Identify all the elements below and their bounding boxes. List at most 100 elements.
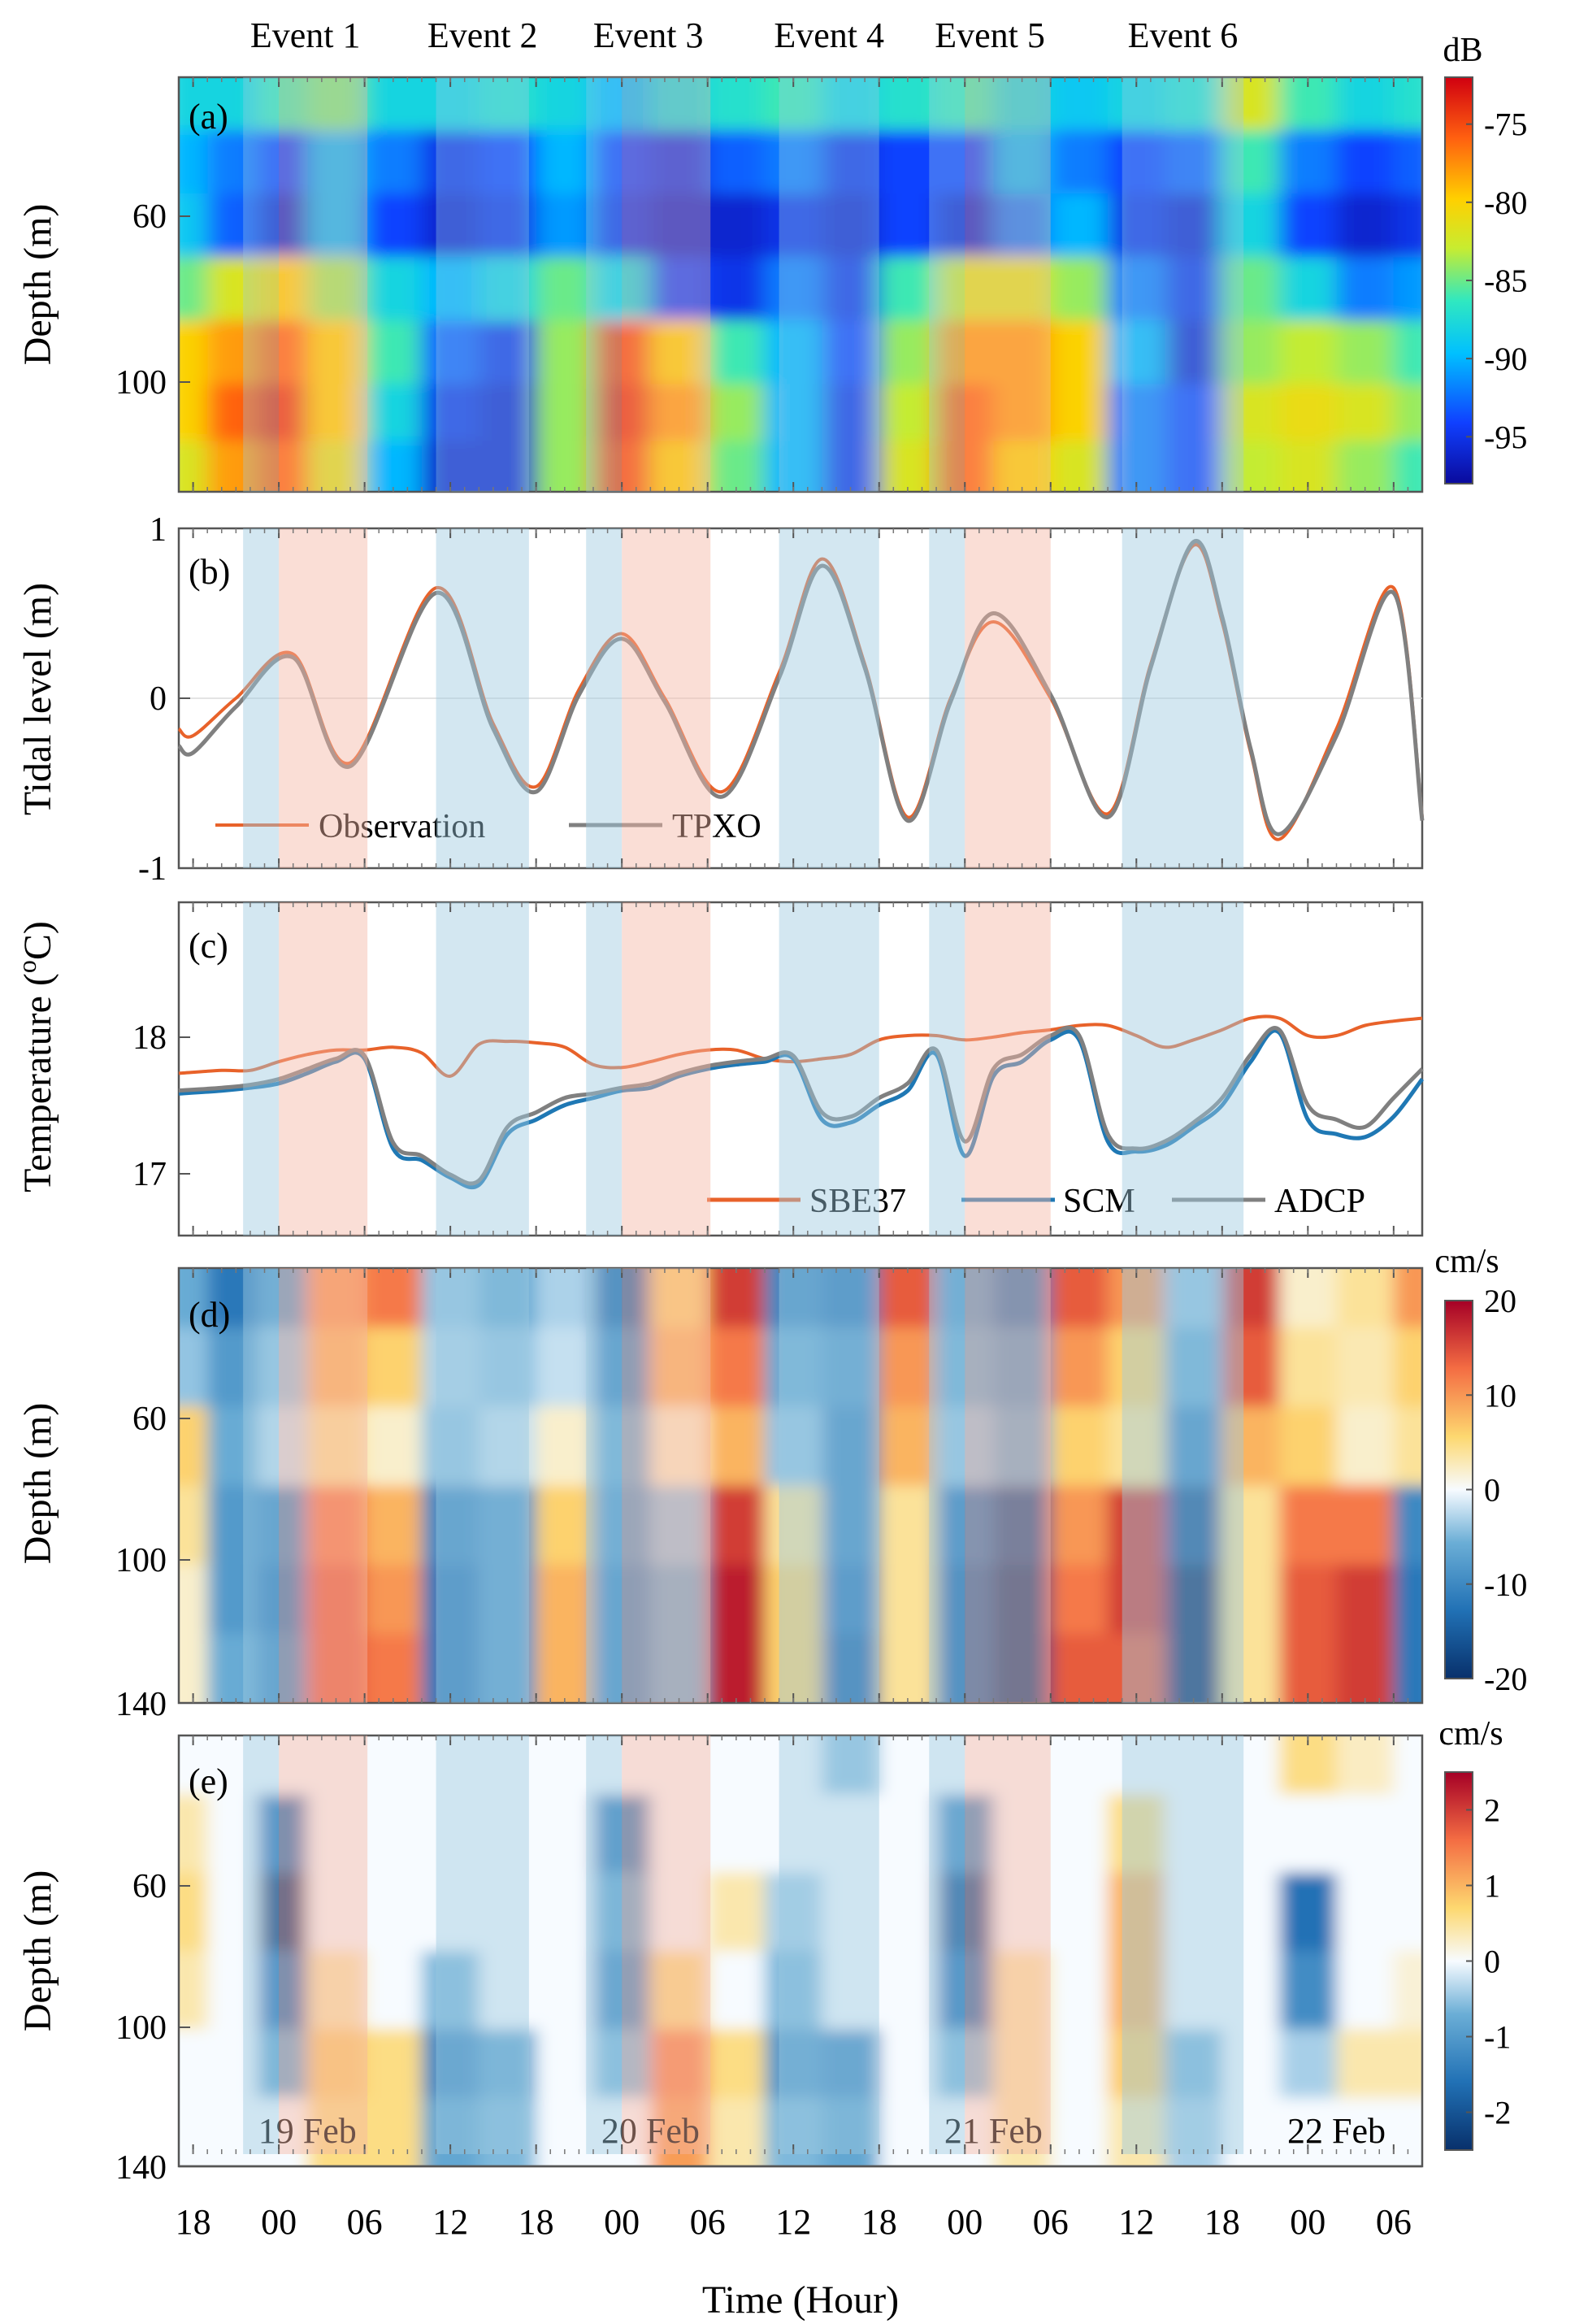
- panel-a-cell: [179, 193, 209, 258]
- panel-e-cell: [1279, 2097, 1338, 2166]
- panel-a-cell: [257, 384, 309, 442]
- panel-a-cell: [993, 441, 1052, 492]
- event-6-label: Event 6: [1128, 15, 1239, 55]
- panel-a-cell: [593, 193, 652, 258]
- panel-a-cell: [1279, 193, 1338, 258]
- legend-observation-label: Observation: [319, 808, 485, 845]
- panel-d-cell: [765, 1633, 823, 1703]
- panel-d-cell: [822, 1564, 880, 1635]
- event-5-label: Event 5: [935, 15, 1045, 55]
- panel-b-tidal-level: (b) 1 Tidal level (m) 1 0 -1 Observation…: [16, 511, 1425, 888]
- panel-e-cell: [1050, 1794, 1109, 1874]
- panel-d-cell: [1393, 1268, 1422, 1328]
- panel-e-cell: [1050, 1735, 1109, 1796]
- panel-a-cell: [307, 257, 366, 322]
- colorbar-tick-label: 1: [1484, 1868, 1500, 1905]
- event-5-blue-band: [929, 77, 965, 492]
- panel-e-cell: [936, 1794, 995, 1874]
- panel-a-cell: [1165, 193, 1223, 258]
- panel-b-legend: Observation TPXO: [215, 808, 761, 845]
- colorbar-tick-label: -10: [1484, 1566, 1527, 1603]
- panel-a-cell: [993, 193, 1052, 258]
- panel-e-cell: [707, 2029, 766, 2099]
- event-6-blue-band: [1122, 528, 1244, 868]
- panel-a-cell: [936, 320, 995, 385]
- panel-a-cell: [1336, 130, 1395, 195]
- panel-d-cell: [936, 1564, 995, 1635]
- panel-d-cell: [1279, 1268, 1338, 1328]
- panel-a-cell: [1221, 130, 1281, 195]
- panel-a-cell: [650, 441, 709, 492]
- panel-e-cell: [879, 1735, 938, 1796]
- event-5-blue-band: [929, 1735, 965, 2154]
- panel-e-cell: [1279, 1951, 1338, 2031]
- panel-e-cell: [1108, 1794, 1166, 1874]
- panel-c-temperature: (c) Temperature (oC) 18 17 SBE37 SCM ADC…: [12, 901, 1424, 1237]
- event-1-red-band: [279, 528, 368, 868]
- panel-a-cell: [765, 320, 823, 385]
- panel-d-cell: [1221, 1327, 1281, 1408]
- panel-e-cell: [307, 1872, 366, 1952]
- panel-a-cell: [1279, 130, 1338, 195]
- date-label-3: 21 Feb: [944, 2111, 1043, 2151]
- panel-a-cell: [421, 257, 480, 322]
- event-3-red-band: [622, 528, 711, 868]
- panel-a-cell: [421, 384, 480, 442]
- panel-a-cell: [650, 384, 709, 442]
- panel-d-cell: [1221, 1268, 1281, 1328]
- event-1-label: Event 1: [250, 15, 361, 55]
- x-tick-label: 06: [1376, 2202, 1412, 2242]
- panel-c-ylabel-end: C): [16, 921, 59, 960]
- panel-e-cell: [536, 1794, 594, 1874]
- legend-tpxo-label: TPXO: [672, 808, 761, 845]
- series-adcp-line: [178, 1025, 1424, 1186]
- series-scm-line: [178, 1028, 1424, 1190]
- panel-d-cell: [421, 1268, 480, 1328]
- x-tick-label: 18: [1204, 2202, 1240, 2242]
- panel-e-cell: [1393, 2097, 1422, 2166]
- panel-e-cell: [479, 2097, 537, 2166]
- panel-b-lines: [177, 539, 1425, 841]
- panel-a-cell: [479, 257, 537, 322]
- panel-d-cell: [207, 1327, 258, 1408]
- panel-e-velocity: (e) Depth (m) 60 100 140 cm/s 2 1 0 -1 -2 19…: [16, 1715, 1511, 2187]
- panel-e-cell: [364, 1735, 423, 1796]
- panel-e-cell: [1279, 1872, 1338, 1952]
- panel-a-cell: [307, 130, 366, 195]
- panel-d-cell: [650, 1406, 709, 1487]
- panel-a-cell: [993, 130, 1052, 195]
- x-tick-label: 06: [347, 2202, 383, 2242]
- panel-a-cell: [307, 193, 366, 258]
- panel-a-cell: [1221, 384, 1281, 442]
- panel-a-cell: [479, 77, 537, 132]
- panel-d-cell: [707, 1406, 766, 1487]
- x-tick-label: 18: [518, 2202, 554, 2242]
- event-5-blue-band: [929, 528, 965, 868]
- panel-a-cell: [364, 320, 423, 385]
- panel-a-cell: [1050, 320, 1109, 385]
- panel-d-cell: [1336, 1485, 1395, 1566]
- event-2-blue-band: [436, 77, 529, 492]
- series-sbe37-line: [178, 1014, 1423, 1078]
- panel-e-cell: [207, 2097, 258, 2166]
- panel-e-ytick-100: 100: [115, 2009, 167, 2047]
- panel-e-cell: [1165, 1794, 1223, 1874]
- panel-a-cell: [1165, 257, 1223, 322]
- panel-e-cell: [650, 1735, 709, 1796]
- panel-a-cell: [1279, 384, 1338, 442]
- panel-a-cell: [593, 257, 652, 322]
- colorbar-tick-label: -1: [1484, 2019, 1511, 2056]
- panel-d-cell: [879, 1406, 938, 1487]
- panel-d-cell: [1108, 1633, 1166, 1703]
- panel-d-cell: [1165, 1485, 1223, 1566]
- panel-d-cell: [1050, 1268, 1109, 1328]
- panel-a-cell: [1336, 77, 1395, 132]
- panel-a-cell: [993, 257, 1052, 322]
- colorbar-tick-label: 20: [1484, 1283, 1516, 1319]
- panel-e-cell: [1221, 1872, 1281, 1952]
- panel-e-cell: [479, 1735, 537, 1796]
- panel-d-cell: [1393, 1633, 1422, 1703]
- panel-d-cell: [1336, 1564, 1395, 1635]
- panel-a-cell: [822, 257, 880, 322]
- panel-e-cell: [936, 2029, 995, 2099]
